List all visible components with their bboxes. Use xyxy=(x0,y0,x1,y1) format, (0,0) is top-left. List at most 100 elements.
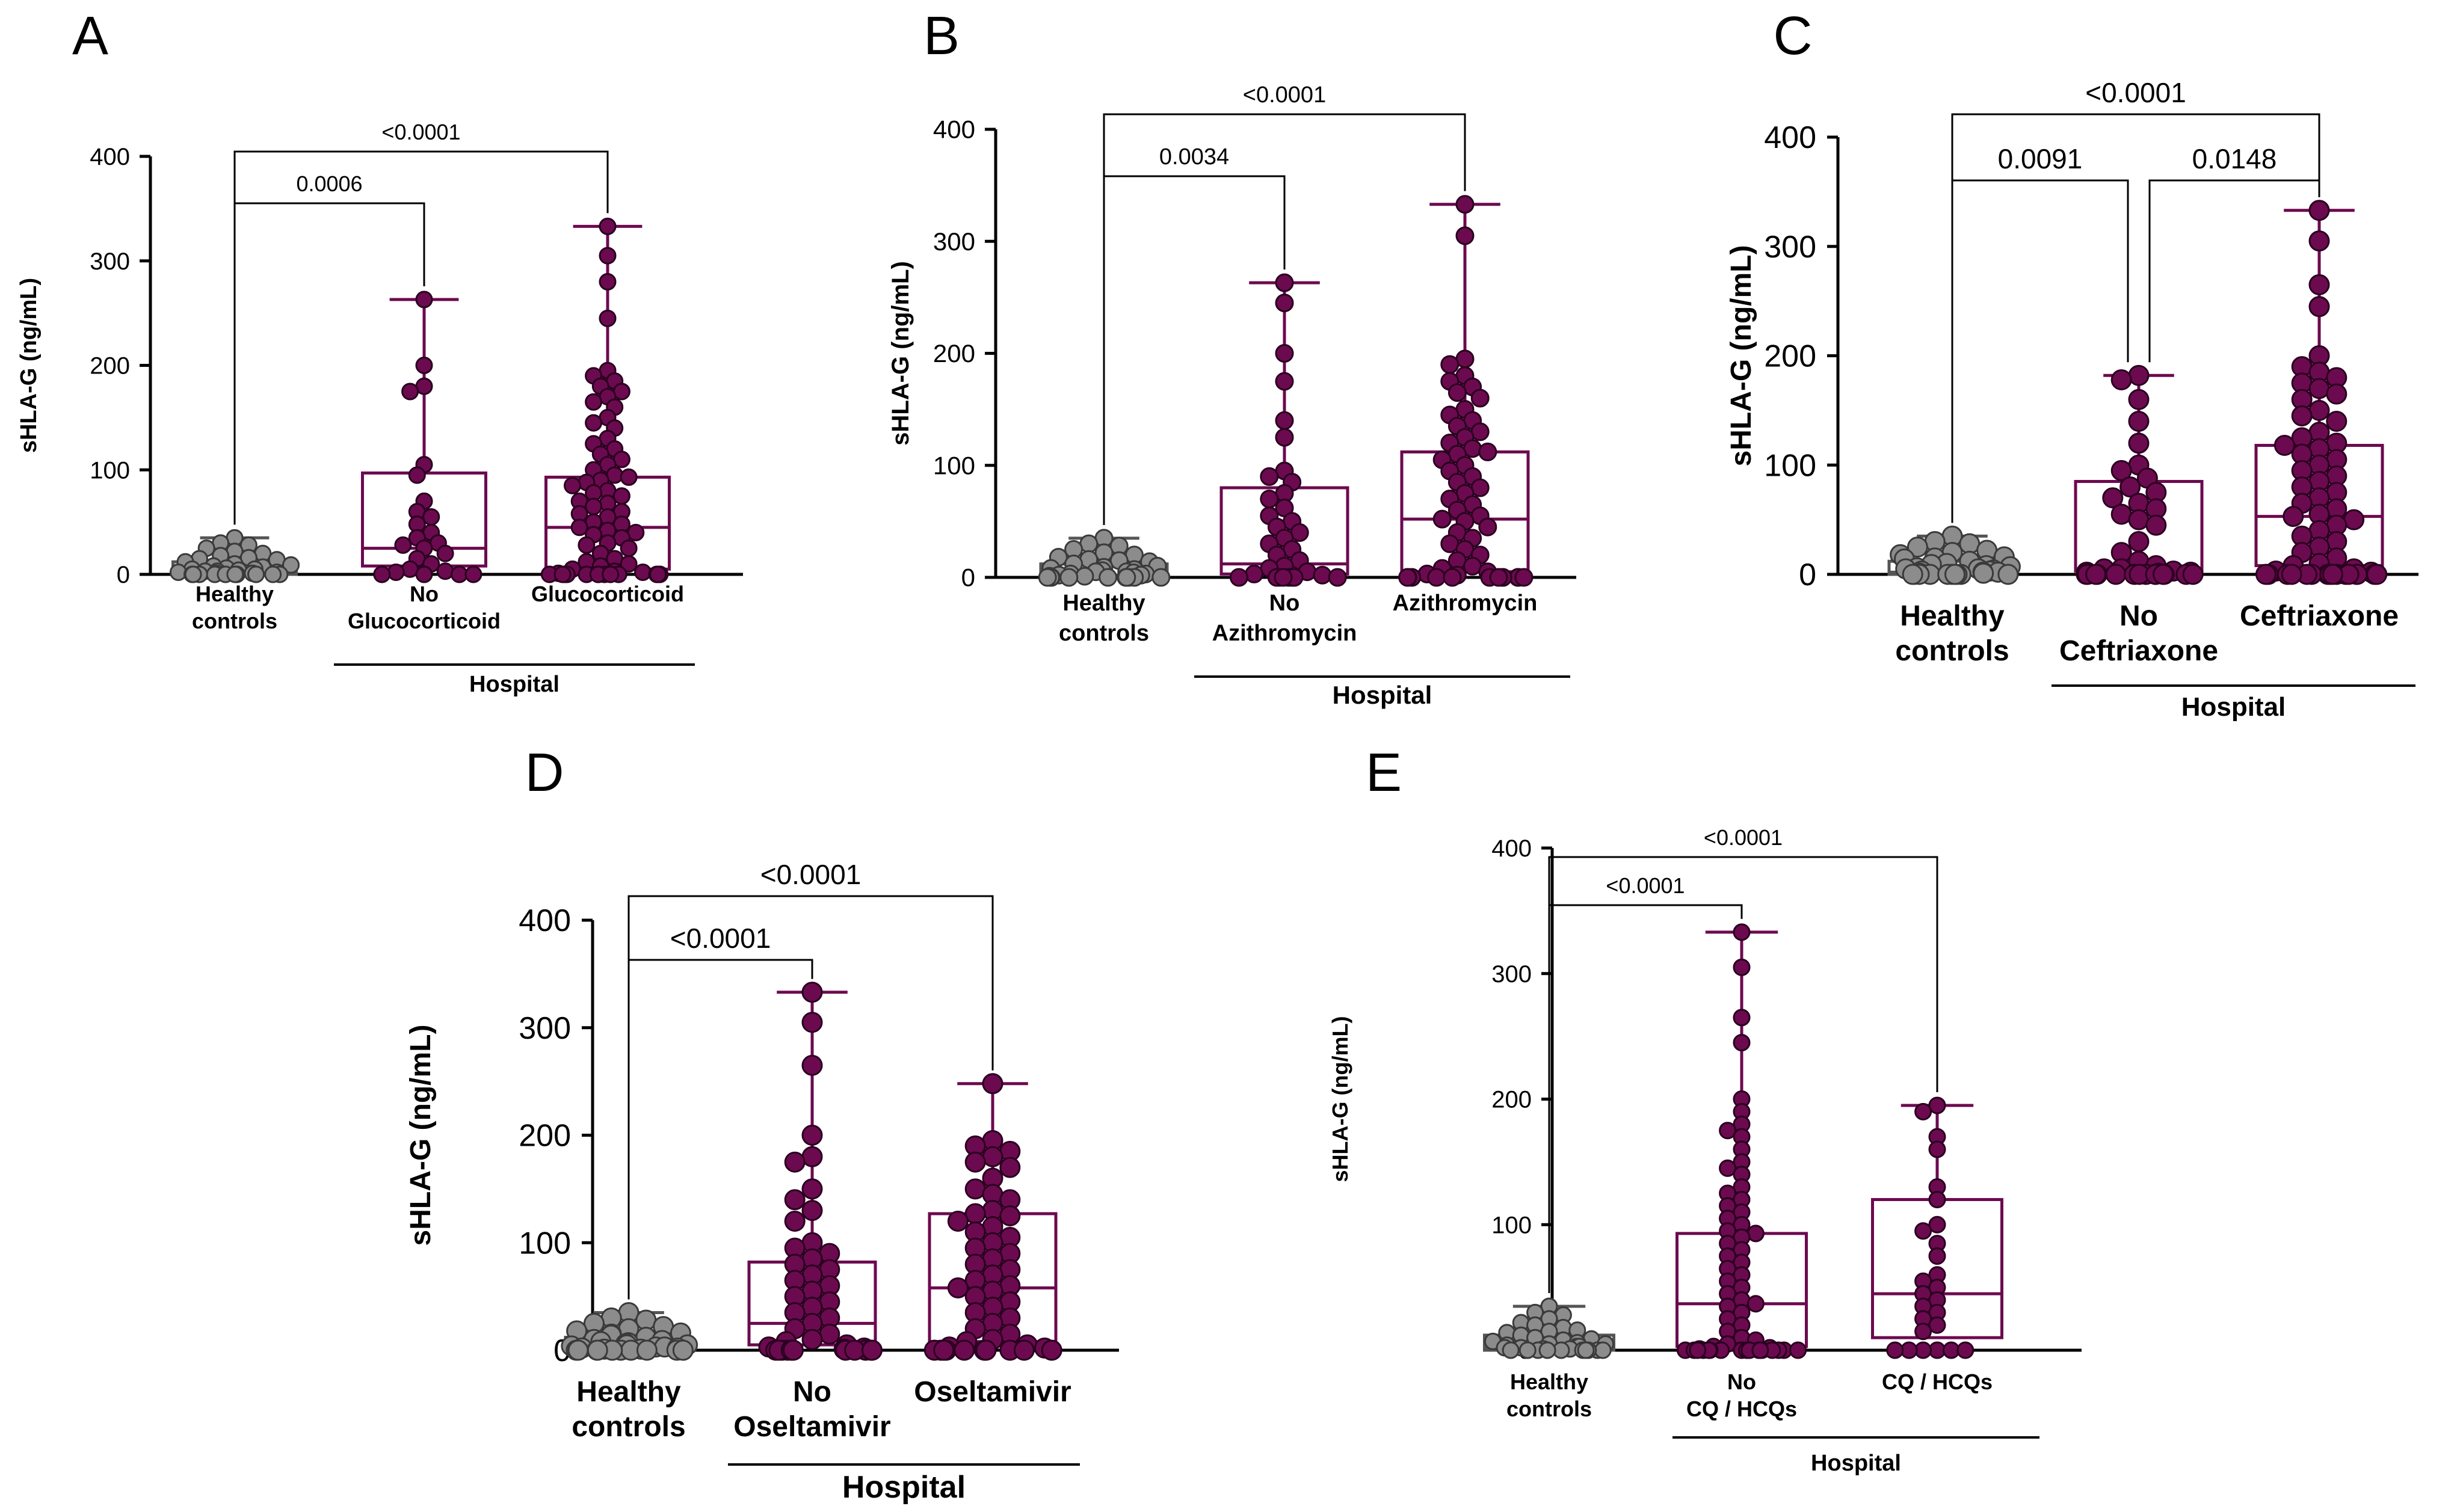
data-point xyxy=(2129,532,2148,551)
hospital-label: Hospital xyxy=(842,1470,966,1505)
panel-letter: E xyxy=(1366,743,1402,803)
data-point xyxy=(1276,345,1293,362)
group-0 xyxy=(1889,526,2020,584)
data-point xyxy=(2147,515,2166,535)
p-value-label: <0.0001 xyxy=(670,923,771,954)
data-point xyxy=(1479,443,1496,460)
data-point xyxy=(2310,201,2329,220)
data-point xyxy=(572,520,587,535)
data-point xyxy=(265,567,281,582)
comparison-bracket xyxy=(1104,176,1284,525)
data-point xyxy=(2129,434,2148,453)
y-tick-label: 200 xyxy=(1764,339,1816,374)
data-point xyxy=(783,1341,803,1360)
data-point xyxy=(1100,569,1117,586)
y-axis-label: sHLA-G (ng/mL) xyxy=(16,278,42,453)
group-0 xyxy=(1039,530,1170,586)
group-0 xyxy=(170,530,298,582)
y-axis-label: sHLA-G (ng/mL) xyxy=(1328,1016,1352,1182)
data-point xyxy=(785,1190,804,1209)
group-2 xyxy=(1873,1098,2002,1358)
data-point xyxy=(1734,1035,1749,1051)
data-point xyxy=(2086,565,2106,584)
x-tick-label: CQ / HCQs xyxy=(1686,1397,1797,1421)
y-tick-label: 0 xyxy=(961,564,975,592)
y-tick-label: 300 xyxy=(1491,961,1532,988)
data-point xyxy=(2310,379,2329,398)
x-tick-label: Glucocorticoid xyxy=(348,609,501,633)
data-point xyxy=(966,1152,985,1172)
data-point xyxy=(2112,370,2131,389)
data-point xyxy=(600,274,615,290)
comparison-bracket xyxy=(1952,180,2128,523)
x-tick-label: Azithromycin xyxy=(1212,621,1357,646)
y-tick-label: 200 xyxy=(1491,1087,1532,1113)
data-point xyxy=(650,567,666,582)
data-point xyxy=(227,567,243,582)
data-point xyxy=(983,1147,1002,1166)
data-point xyxy=(600,310,615,326)
x-tick-label: Healthy xyxy=(1510,1369,1588,1394)
data-point xyxy=(1540,1342,1555,1358)
x-tick-label: Ceftriaxone xyxy=(2059,635,2218,667)
data-point xyxy=(1515,569,1532,586)
data-point xyxy=(673,1341,692,1360)
data-point xyxy=(803,1201,822,1220)
figure: A 0 100 200 300 400 sHLA-G (ng/mL) Healthy contr… xyxy=(0,0,2460,1512)
hospital-label: Hospital xyxy=(2181,692,2286,722)
data-point xyxy=(1014,1341,1034,1360)
data-point xyxy=(1275,569,1292,586)
x-tick-label: Ceftriaxone xyxy=(2240,600,2399,632)
hospital-label: Hospital xyxy=(1333,681,1432,709)
data-point xyxy=(1929,1248,1945,1264)
data-point xyxy=(1444,569,1461,586)
data-point xyxy=(1903,565,1922,584)
data-point xyxy=(416,358,432,373)
y-tick-label: 300 xyxy=(933,227,975,256)
data-point xyxy=(2106,565,2126,584)
y-tick-label: 100 xyxy=(1764,448,1816,483)
data-point xyxy=(2129,510,2148,529)
x-tick-label: controls xyxy=(1506,1397,1592,1421)
x-tick-label: No xyxy=(410,582,439,606)
data-point xyxy=(586,415,602,431)
data-point xyxy=(845,1341,865,1360)
y-axis-label: sHLA-G (ng/mL) xyxy=(405,1025,437,1246)
panel-letter: A xyxy=(72,6,108,66)
data-point xyxy=(1000,1158,1020,1177)
x-tick-label: controls xyxy=(1895,635,2009,667)
p-value-label: <0.0001 xyxy=(1704,825,1783,850)
p-value-label: <0.0001 xyxy=(760,859,862,890)
x-tick-label: CQ / HCQs xyxy=(1882,1369,1993,1394)
data-point xyxy=(1039,569,1056,586)
data-point xyxy=(2256,565,2275,584)
data-point xyxy=(1748,1226,1763,1241)
data-point xyxy=(1472,390,1488,407)
x-tick-label: No xyxy=(1727,1369,1756,1394)
data-point xyxy=(1261,491,1278,508)
data-point xyxy=(1753,1342,1768,1358)
y-tick-label: 400 xyxy=(1491,835,1532,862)
data-point xyxy=(185,567,201,582)
p-value-label: <0.0001 xyxy=(2085,77,2186,108)
data-point xyxy=(1916,1223,1931,1239)
data-point xyxy=(2112,505,2131,524)
data-point xyxy=(2129,366,2148,385)
data-point xyxy=(1479,518,1496,535)
p-value-label: 0.0148 xyxy=(2192,143,2277,174)
data-point xyxy=(1503,1342,1518,1358)
data-point xyxy=(2275,436,2294,455)
data-point xyxy=(983,1074,1002,1093)
data-point xyxy=(1399,569,1416,586)
data-point xyxy=(785,1152,804,1172)
data-point xyxy=(565,478,581,493)
data-point xyxy=(1734,959,1749,975)
p-value-label: 0.0091 xyxy=(1998,143,2083,174)
group-1 xyxy=(1221,274,1348,586)
data-point xyxy=(2323,565,2342,584)
data-point xyxy=(1434,511,1450,527)
data-point xyxy=(803,1179,822,1199)
data-point xyxy=(1061,569,1077,586)
data-point xyxy=(600,218,615,234)
data-point xyxy=(388,565,404,580)
